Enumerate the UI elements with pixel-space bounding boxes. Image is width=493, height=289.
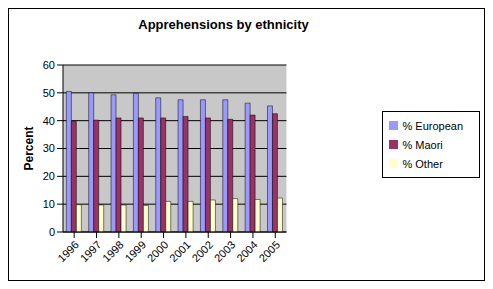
svg-text:40: 40 xyxy=(43,115,55,127)
svg-text:2004: 2004 xyxy=(234,238,260,264)
html-text:% Other: % Other xyxy=(402,158,443,170)
html-text:% Maori: % Maori xyxy=(402,139,443,151)
svg-text:2001: 2001 xyxy=(167,238,193,264)
svg-text:Percent: Percent xyxy=(22,126,36,170)
svg-text:30: 30 xyxy=(43,142,55,154)
svg-text:1999: 1999 xyxy=(122,238,148,264)
svg-text:60: 60 xyxy=(43,59,55,71)
svg-text:2002: 2002 xyxy=(189,238,215,264)
svg-text:2005: 2005 xyxy=(256,238,282,264)
html-text:Apprehensions by ethnicity: Apprehensions by ethnicity xyxy=(138,17,309,32)
svg-text:50: 50 xyxy=(43,87,55,99)
svg-text:0: 0 xyxy=(49,226,55,238)
svg-text:10: 10 xyxy=(43,198,55,210)
svg-text:2000: 2000 xyxy=(145,238,171,264)
svg-text:1997: 1997 xyxy=(78,238,104,264)
svg-text:20: 20 xyxy=(43,170,55,182)
svg-text:1998: 1998 xyxy=(100,238,126,264)
html-text:% European: % European xyxy=(402,120,463,132)
svg-text:2003: 2003 xyxy=(212,238,238,264)
svg-text:1996: 1996 xyxy=(55,238,81,264)
